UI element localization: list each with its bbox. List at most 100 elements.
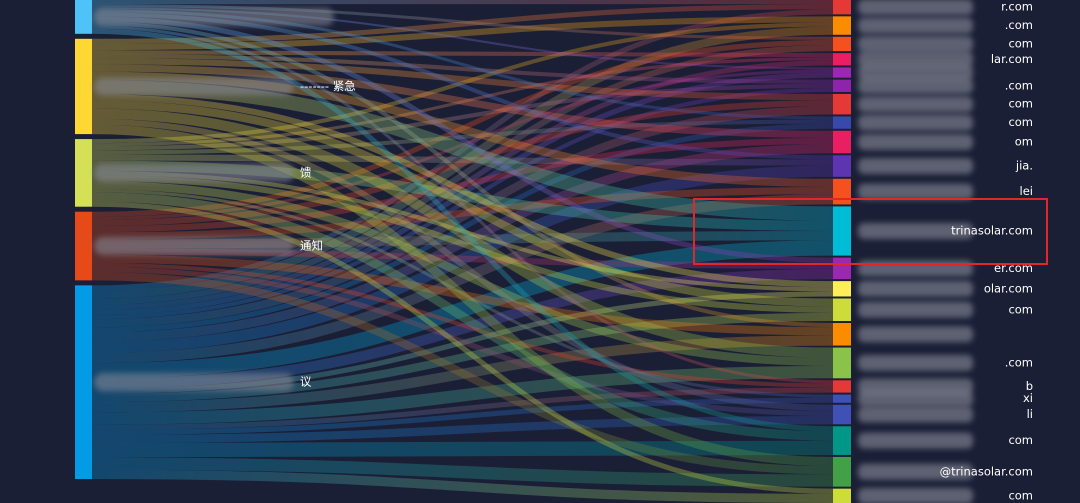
target-node (833, 404, 851, 425)
label-blur (858, 354, 973, 371)
source-node (75, 211, 92, 281)
link (91, 174, 834, 313)
source-label: 议 (300, 375, 312, 389)
target-label: com (1008, 97, 1033, 111)
target-label: olar.com (984, 281, 1033, 295)
label-blur (858, 260, 973, 277)
target-label: lar.com (991, 52, 1033, 66)
link (91, 366, 834, 425)
target-node (833, 116, 851, 129)
label-blur (858, 326, 973, 343)
target-node (833, 36, 851, 52)
nodes (75, 0, 851, 503)
target-node (833, 0, 851, 15)
label-blur (858, 280, 973, 297)
target-label: om (1015, 135, 1033, 149)
label-blur (858, 223, 973, 240)
label-blur (858, 432, 973, 449)
target-node (833, 380, 851, 393)
link (91, 469, 834, 503)
label-blur (858, 390, 973, 407)
target-label: .com (1005, 355, 1033, 369)
link (91, 22, 834, 144)
target-node (833, 206, 851, 256)
link (91, 201, 834, 494)
target-label: er.com (994, 261, 1033, 275)
target-node (833, 347, 851, 379)
target-label: xi (1023, 391, 1033, 405)
label-blur (858, 77, 973, 94)
target-node (833, 130, 851, 154)
label-blur (858, 134, 973, 151)
link (91, 16, 834, 263)
link (91, 397, 834, 435)
target-node (833, 323, 851, 346)
target-label: lei (1020, 184, 1033, 198)
label-blur (858, 64, 973, 81)
label-blur (858, 114, 973, 131)
link (91, 192, 834, 441)
target-node (833, 281, 851, 297)
target-label: @trinasolar.com (940, 464, 1033, 478)
label-blur (858, 301, 973, 318)
target-node (833, 79, 851, 92)
link (91, 25, 834, 384)
target-label: com (1008, 488, 1033, 502)
link (91, 457, 834, 487)
target-label: r.com (1001, 0, 1033, 14)
target-node (833, 456, 851, 487)
label-blur (858, 183, 973, 200)
label-blur (94, 237, 294, 256)
source-node (75, 285, 92, 479)
target-node (833, 178, 851, 205)
target-label: com (1008, 302, 1033, 316)
label-blur (858, 158, 973, 175)
target-label: .com (1005, 18, 1033, 32)
label-blur (94, 373, 294, 392)
target-node (833, 298, 851, 322)
label-blur (94, 77, 294, 96)
link (91, 21, 834, 328)
link (91, 312, 834, 403)
label-blur (858, 0, 973, 16)
label-blur (94, 7, 334, 26)
target-node (833, 488, 851, 503)
label-blur (94, 163, 294, 182)
link (91, 272, 834, 475)
link (91, 4, 834, 40)
source-label: 通知 (300, 239, 323, 253)
target-node (833, 257, 851, 280)
link (91, 440, 834, 458)
target-node (833, 16, 851, 35)
target-node (833, 93, 851, 115)
label-blur (858, 378, 973, 395)
label-blur (858, 463, 973, 480)
label-blur (858, 35, 973, 52)
target-label: trinasolar.com (951, 224, 1033, 238)
target-node (833, 426, 851, 455)
link (91, 118, 834, 411)
label-blur (858, 406, 973, 423)
link (91, 54, 834, 84)
target-label: com (1008, 433, 1033, 447)
target-node (833, 155, 851, 177)
link (91, 181, 834, 367)
source-label: 馈 (300, 165, 312, 179)
label-blur (858, 17, 973, 34)
link (91, 124, 834, 467)
target-label: com (1008, 36, 1033, 50)
target-label: li (1027, 407, 1033, 421)
link (91, 64, 834, 138)
label-blur (858, 96, 973, 113)
link (91, 137, 834, 233)
link (91, 100, 834, 227)
source-label: ------- 紧急 (300, 79, 356, 93)
link (91, 28, 834, 432)
target-label: .com (1005, 78, 1033, 92)
target-label: jia. (1015, 159, 1033, 173)
label-blur (858, 487, 973, 503)
link (91, 58, 834, 101)
target-node (833, 67, 851, 78)
